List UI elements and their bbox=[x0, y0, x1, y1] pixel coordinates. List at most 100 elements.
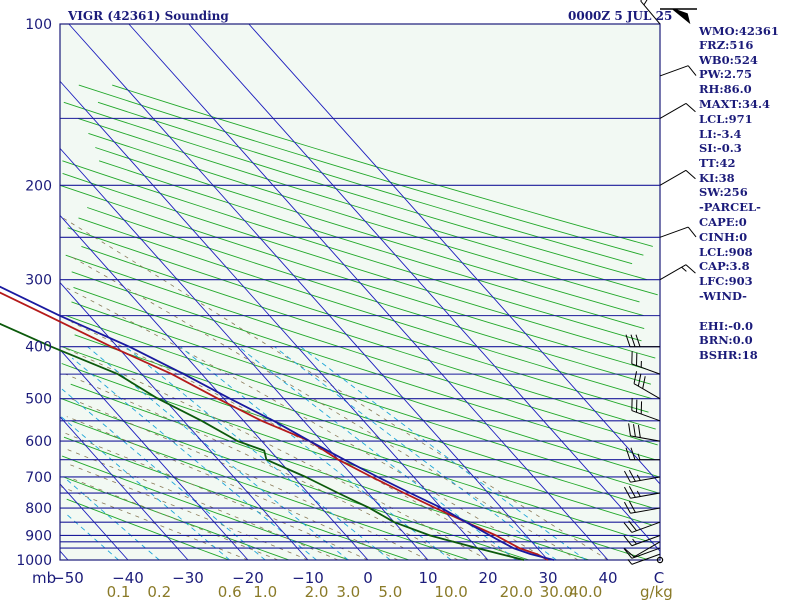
temperature-tick-label: −20 bbox=[232, 569, 264, 587]
mixing-ratio-tick-label: 2.0 bbox=[305, 583, 329, 600]
barb-staff bbox=[659, 65, 689, 77]
index-line: SI:-0.3 bbox=[699, 141, 742, 155]
barb-half-flag bbox=[681, 266, 687, 272]
isotherm bbox=[59, 215, 369, 561]
index-line: BSHR:18 bbox=[699, 348, 758, 362]
index-line: WMO:42361 bbox=[698, 24, 779, 38]
wind-barb bbox=[624, 541, 661, 558]
isotherm bbox=[59, 148, 429, 561]
index-line: BRN:0.0 bbox=[699, 333, 753, 347]
temperature-tick-label: −10 bbox=[292, 569, 324, 587]
mixing-ratio-tick-label: 3.0 bbox=[336, 583, 360, 600]
index-line: LCL:971 bbox=[699, 112, 753, 126]
barb-flag bbox=[625, 334, 631, 347]
barb-flag bbox=[623, 501, 631, 514]
barb-flag bbox=[623, 522, 633, 533]
dry-adiabat bbox=[73, 286, 660, 478]
wind-barb bbox=[623, 535, 661, 547]
mixing-ratio-tick-label: 40.0 bbox=[569, 583, 602, 600]
mixing-ratio-line bbox=[61, 388, 266, 561]
barb-flag bbox=[625, 447, 631, 460]
dry-adiabat bbox=[65, 315, 653, 509]
barb-staff bbox=[633, 541, 661, 558]
index-line: LFC:903 bbox=[699, 274, 753, 288]
index-line: TT:42 bbox=[699, 156, 736, 170]
wind-arrow-icon bbox=[660, 8, 697, 25]
index-line: FRZ:516 bbox=[699, 38, 753, 52]
isotherm bbox=[188, 23, 661, 552]
barb-flag bbox=[685, 169, 696, 180]
barb-flag bbox=[637, 373, 642, 387]
barb-flag bbox=[628, 486, 636, 498]
index-line: SW:256 bbox=[699, 185, 748, 199]
mixing-ratio-tick-label: 20.0 bbox=[500, 583, 533, 600]
isotherm bbox=[59, 349, 249, 561]
barb-flag bbox=[685, 264, 696, 274]
index-line: WB0:524 bbox=[698, 53, 758, 67]
barb-flag bbox=[628, 501, 636, 513]
isotherm bbox=[59, 80, 489, 561]
wind-barb bbox=[625, 334, 660, 348]
dry-adiabat bbox=[63, 436, 410, 561]
dry-adiabat bbox=[88, 132, 640, 303]
moist-adiabat bbox=[68, 254, 579, 561]
mixing-ratio-line bbox=[71, 357, 317, 561]
barb-staff bbox=[631, 535, 661, 547]
parcel-profile bbox=[0, 285, 555, 561]
wind-barb bbox=[625, 447, 660, 461]
index-line: RH:86.0 bbox=[699, 82, 752, 96]
index-line: MAXT:34.4 bbox=[699, 97, 770, 111]
dry-adiabat bbox=[61, 363, 650, 561]
wind-barb bbox=[659, 264, 696, 281]
index-line: CAPE:0 bbox=[699, 215, 747, 229]
pressure-tick-label: 1000 bbox=[16, 553, 52, 569]
moist-adiabat bbox=[66, 416, 399, 561]
index-line: -WIND- bbox=[699, 289, 747, 303]
barb-staff bbox=[659, 102, 687, 119]
barb-half-flag bbox=[643, 0, 648, 6]
wind-barb bbox=[640, 0, 661, 25]
wind-barb bbox=[623, 469, 661, 483]
pressure-tick-label: 500 bbox=[25, 392, 52, 408]
dewpoint-profile bbox=[0, 322, 525, 561]
index-line: -PARCEL- bbox=[699, 200, 761, 214]
pressure-tick-label: 900 bbox=[25, 528, 52, 544]
isotherm bbox=[59, 550, 69, 561]
moist-adiabat bbox=[60, 486, 249, 561]
mixing-ratio-tick-label: 5.0 bbox=[378, 583, 402, 600]
mixing-ratio-tick-label: 0.1 bbox=[107, 583, 131, 600]
mixing-ratio-tick-label: 30.0 bbox=[540, 583, 573, 600]
dry-adiabat bbox=[97, 101, 633, 265]
isotherm bbox=[128, 23, 609, 561]
mixing-ratio-unit-label: g/kg bbox=[640, 583, 673, 600]
dry-adiabat bbox=[66, 498, 230, 561]
chart-datetime: 0000Z 5 JUL 25 bbox=[568, 9, 672, 23]
dry-adiabat bbox=[61, 346, 654, 544]
dry-adiabat bbox=[77, 117, 658, 296]
barb-flag bbox=[687, 65, 697, 76]
temperature-tick-label: 10 bbox=[418, 569, 437, 587]
temperature-tick-label: −40 bbox=[112, 569, 144, 587]
barb-half-flag bbox=[632, 538, 637, 545]
dry-adiabat bbox=[98, 160, 645, 330]
barb-staff bbox=[631, 553, 661, 565]
calm-marker bbox=[656, 556, 664, 564]
wind-barbs bbox=[623, 0, 697, 565]
barb-flag bbox=[630, 334, 636, 347]
dry-adiabat bbox=[81, 245, 656, 430]
temperature-tick-label: 0 bbox=[363, 569, 373, 587]
temperature-profile bbox=[0, 291, 549, 561]
barb-flag bbox=[637, 425, 641, 438]
index-line: LCL:908 bbox=[699, 245, 753, 259]
barb-half-flag bbox=[637, 453, 641, 460]
index-line: PW:2.75 bbox=[699, 67, 752, 81]
index-line: KI:38 bbox=[699, 171, 735, 185]
barb-flag bbox=[628, 520, 637, 532]
temperature-tick-label: −30 bbox=[172, 569, 204, 587]
barb-staff bbox=[659, 226, 689, 238]
wind-barb bbox=[656, 556, 664, 564]
wind-barb bbox=[633, 371, 661, 400]
barb-half-flag bbox=[636, 474, 641, 481]
